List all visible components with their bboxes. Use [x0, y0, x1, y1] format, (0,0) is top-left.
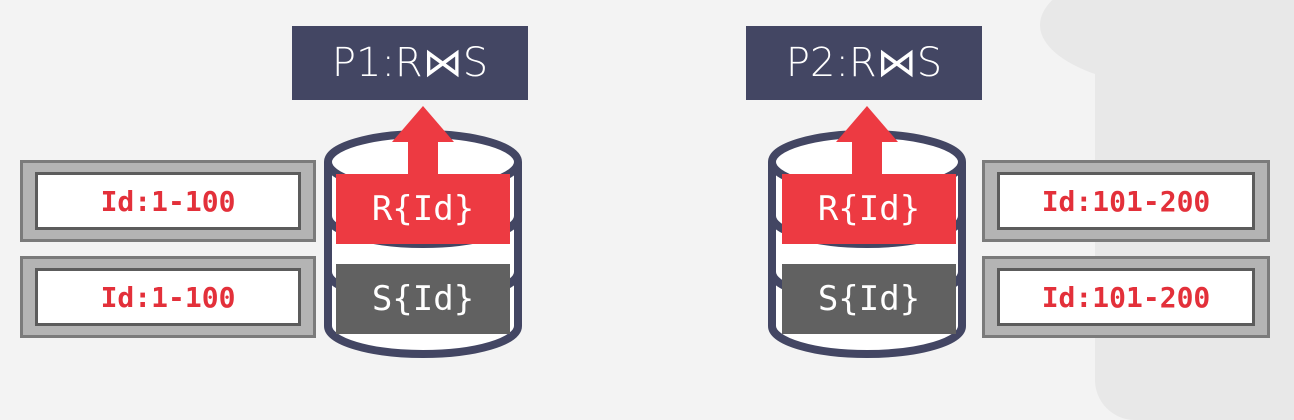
range-label: Id:101-200	[997, 172, 1255, 230]
arrow-up-icon	[836, 106, 898, 180]
partition-1-title: P1:R⋈S	[292, 26, 528, 100]
partition-1-s-range: Id:1-100	[20, 256, 316, 338]
partition-2-s-range: Id:101-200	[982, 256, 1270, 338]
range-label: Id:1-100	[35, 172, 301, 230]
table-s-label: S{Id}	[782, 264, 956, 334]
table-r-label: R{Id}	[782, 174, 956, 244]
range-label: Id:101-200	[997, 268, 1255, 326]
partition-1-r-range: Id:1-100	[20, 160, 316, 242]
range-label: Id:1-100	[35, 268, 301, 326]
partition-2-r-range: Id:101-200	[982, 160, 1270, 242]
partition-2-title: P2:R⋈S	[746, 26, 982, 100]
arrow-up-icon	[392, 106, 454, 180]
table-r-label: R{Id}	[336, 174, 510, 244]
table-s-label: S{Id}	[336, 264, 510, 334]
